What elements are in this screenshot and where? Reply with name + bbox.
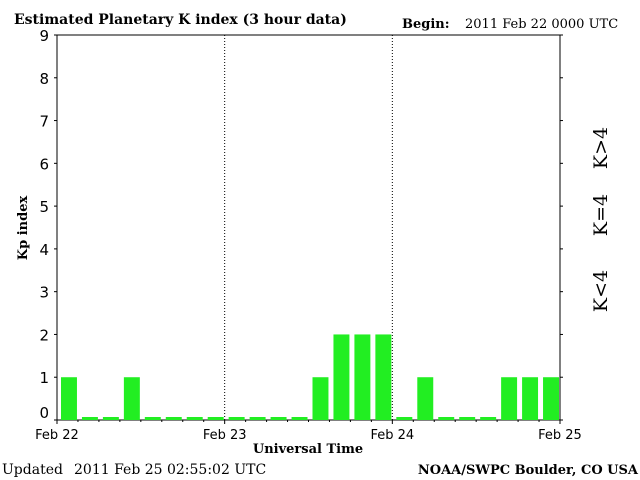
kp-bar [81,417,98,420]
kp-bar [438,417,455,420]
legend-mid: K=4 [590,194,612,236]
y-tick-label: 6 [39,155,49,173]
x-axis-label: Universal Time [253,442,363,457]
y-axis-label: Kp index [16,196,31,261]
begin-value: 2011 Feb 22 0000 UTC [465,17,618,32]
kp-bar [375,334,392,420]
kp-bar [123,377,140,420]
y-tick-label: 5 [39,198,49,216]
y-tick-label: 2 [39,326,49,344]
kp-bar [417,377,434,420]
y-tick-label: 9 [39,27,49,45]
y-tick-label: 1 [39,369,49,387]
kp-bar [354,334,371,420]
y-tick-label: 3 [39,284,49,302]
kp-bar [396,417,413,420]
kp-bar [186,417,203,420]
kp-bar [333,334,350,420]
y-tick-label: 4 [39,241,49,259]
kp-bar [543,377,559,420]
kp-bar [501,377,518,420]
kp-bar [459,417,476,420]
kp-bar [228,417,245,420]
kp-bar [207,417,224,420]
legend-low: K<4 [590,270,612,312]
y-tick-label: 7 [39,113,49,131]
x-tick-label: Feb 24 [370,428,414,443]
kp-bar [144,417,161,420]
updated-label: Updated [2,462,63,478]
kp-bar [102,417,119,420]
kp-bar [61,377,77,420]
x-tick-label: Feb 25 [538,428,582,443]
kp-bar [270,417,287,420]
kp-bar [522,377,539,420]
chart-title: Estimated Planetary K index (3 hour data… [14,12,347,28]
plot-area: 0 1 2 3 4 5 6 7 8 9 Feb 22 Feb 23 Feb 24 Feb 25 [35,27,582,443]
x-tick-label: Feb 23 [203,428,247,443]
plot-frame [56,34,561,421]
updated-value: 2011 Feb 25 02:55:02 UTC [74,462,266,478]
kp-bar [291,417,308,420]
kp-bar [249,417,266,420]
kp-bar [480,417,497,420]
source-credit: NOAA/SWPC Boulder, CO USA [418,463,639,478]
kp-bar [312,377,329,420]
y-tick-label: 0 [39,404,49,422]
kp-bar [165,417,182,420]
x-tick-label: Feb 22 [35,428,79,443]
y-tick-label: 8 [39,70,49,88]
begin-label: Begin: [402,17,450,32]
legend-high: K>4 [590,127,612,169]
